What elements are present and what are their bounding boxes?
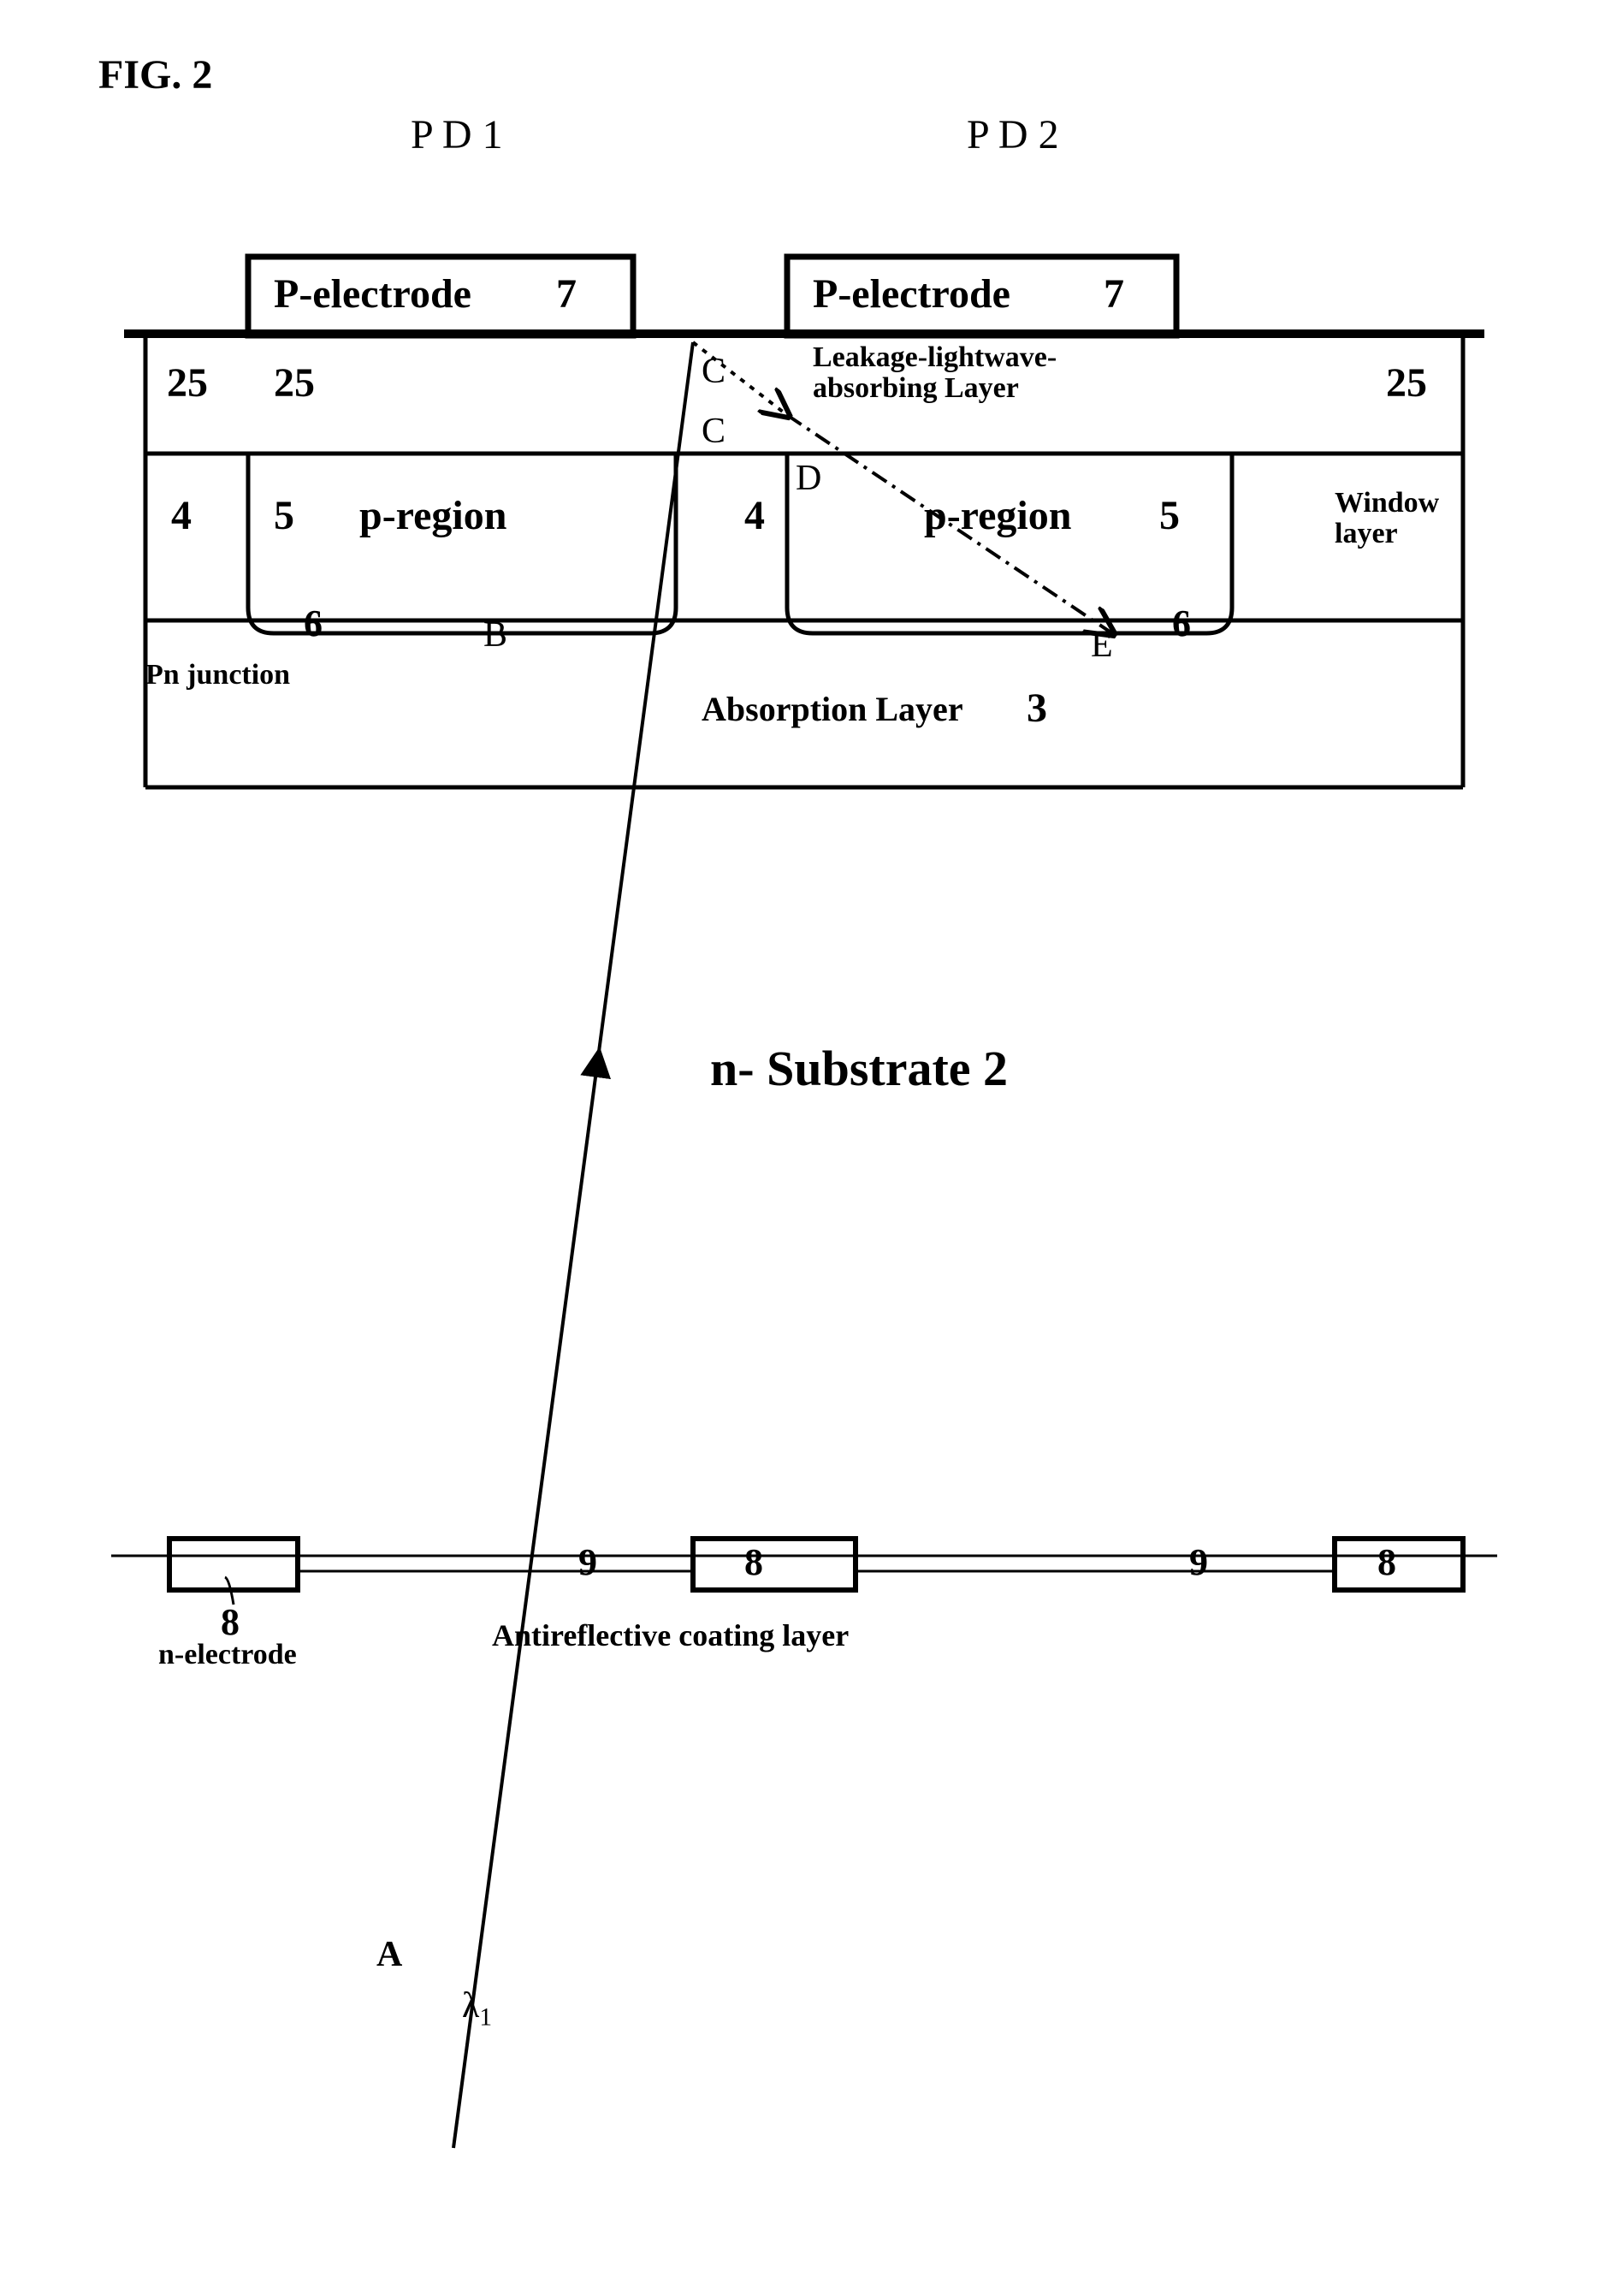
diagram-geometry <box>0 0 1599 2296</box>
